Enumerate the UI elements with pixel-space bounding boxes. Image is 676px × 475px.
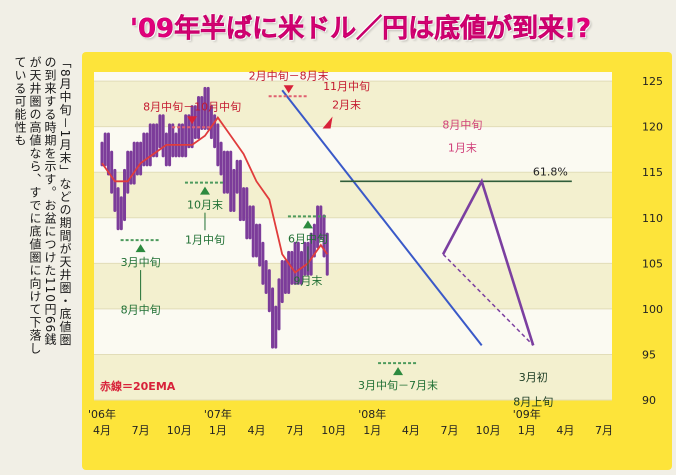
grid-band — [94, 354, 612, 400]
chart: 61.8% 2月中旬－8月末 8月中旬－10月中旬 11月中旬 2月末 8月中旬 1月末 1… — [88, 68, 663, 437]
y-tick-label: 120 — [642, 121, 663, 134]
x-tick-label: 4月 — [402, 424, 420, 437]
x-tick-label: 7月 — [441, 424, 459, 437]
annotation-label: 8月中旬 — [121, 303, 161, 316]
side-note: 「8月中旬－1月末」などの期間が天井圏・底値圏の到来する時期を示す。お盆につけた… — [13, 56, 72, 355]
x-tick-label: 7月 — [595, 424, 613, 437]
green-arrow-icon — [135, 244, 146, 253]
x-axis: '06年 4月 7月 10月 '07年 1月 4月 7月 10月 '08年 1月 4月 7月 10月 '09… — [88, 407, 613, 437]
y-tick-label: 100 — [642, 303, 663, 316]
x-tick-label: 4月 — [93, 424, 111, 437]
y-tick-label: 125 — [642, 75, 663, 88]
annotation-label: 8月中旬 — [442, 118, 482, 131]
annotation-label: 2月末 — [332, 97, 361, 111]
x-tick-label: 1月 — [518, 424, 536, 437]
annotation-label: 1月末 — [448, 140, 477, 154]
annotation-label: 1月中旬 — [185, 233, 225, 246]
y-tick-label: 90 — [642, 394, 656, 407]
grid — [94, 80, 612, 401]
x-tick-label: 10月 — [476, 424, 501, 437]
retracement-label: 61.8% — [533, 165, 568, 178]
annotation-label: 3月初 — [519, 370, 548, 384]
red-arrow-icon — [283, 85, 294, 94]
trend-line — [281, 89, 483, 346]
x-tick-year: '08年 — [358, 407, 386, 421]
y-tick-label: 105 — [642, 257, 663, 270]
x-tick-label: 7月 — [286, 424, 304, 437]
x-tick-year: '09年 — [513, 407, 541, 421]
y-tick-label: 115 — [642, 166, 663, 179]
annotation-label: 11月中旬 — [323, 80, 370, 93]
y-tick-label: 110 — [642, 212, 663, 225]
y-tick-label: 95 — [642, 348, 656, 361]
overlay-lines: 61.8% — [101, 89, 572, 346]
annotation-label: 10月末 — [187, 198, 223, 212]
x-tick-label: 10月 — [167, 424, 192, 437]
legend: 赤線＝20EMA — [100, 379, 176, 393]
grid-band — [94, 263, 612, 309]
green-arrow-icon — [393, 367, 404, 376]
forecast-dashed-line — [442, 253, 534, 346]
annotation-label: 2月中旬－8月末 — [249, 68, 329, 82]
green-arrow-icon — [302, 220, 313, 229]
x-tick-label: 4月 — [556, 424, 574, 437]
forecast-line — [441, 177, 535, 346]
x-tick-label: 10月 — [321, 424, 346, 437]
page-title: '09年半ばに米ドル／円は底値が到来!? — [130, 14, 592, 45]
x-tick-label: 1月 — [209, 424, 227, 437]
x-tick-year: '06年 — [88, 407, 116, 421]
x-tick-year: '07年 — [204, 407, 232, 421]
annotation-label: 3月中旬 — [121, 256, 161, 269]
x-tick-label: 7月 — [132, 424, 150, 437]
grid-band — [94, 172, 612, 218]
ema-line — [101, 115, 328, 274]
annotation-label: 9月末 — [293, 273, 322, 287]
green-arrow-icon — [199, 186, 210, 195]
x-tick-label: 1月 — [363, 424, 381, 437]
x-tick-label: 4月 — [247, 424, 265, 437]
y-axis: 125 120 115 110 105 100 95 90 — [642, 75, 663, 407]
annotation-label: 6月中旬 — [288, 232, 328, 245]
annotation-label: 8月上旬 — [513, 395, 553, 408]
red-arrow-icon — [322, 116, 333, 129]
annotations: 2月中旬－8月末 8月中旬－10月中旬 11月中旬 2月末 8月中旬 1月末 10月末 1月中… — [121, 68, 554, 408]
grid-band — [94, 81, 612, 127]
annotation-label: 3月中旬－7月末 — [358, 378, 438, 392]
annotation-label: 8月中旬－10月中旬 — [143, 100, 241, 113]
red-arrow-icon — [187, 116, 198, 125]
